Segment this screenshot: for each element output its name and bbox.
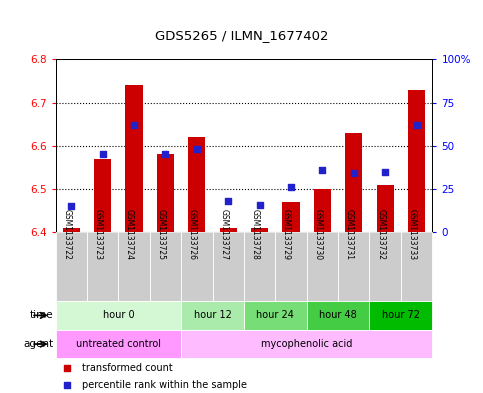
Bar [401,232,432,301]
Point [343,303,351,310]
Bar [181,232,213,301]
Text: GSM1133731: GSM1133731 [345,209,354,260]
Text: GSM1133726: GSM1133726 [188,209,197,260]
Text: time: time [29,310,53,320]
Bar [150,232,181,301]
Text: agent: agent [23,339,53,349]
Bar [307,232,338,301]
Bar [244,232,275,301]
Bar [307,301,369,330]
Point [224,198,232,204]
Text: percentile rank within the sample: percentile rank within the sample [82,380,247,390]
Point [130,122,138,128]
Point [412,122,420,128]
Bar [244,301,307,330]
Point [319,167,327,173]
Bar [56,330,181,358]
Point [350,170,357,176]
Text: GSM1133727: GSM1133727 [219,209,228,260]
Point [161,151,170,158]
Text: GSM1133732: GSM1133732 [376,209,385,260]
Text: GSM1133728: GSM1133728 [251,209,260,260]
Point [193,146,201,152]
Text: transformed count: transformed count [82,363,172,373]
Bar [283,202,299,232]
Text: hour 0: hour 0 [102,310,134,320]
Bar [126,85,142,232]
Text: GSM1133724: GSM1133724 [125,209,134,260]
Point [343,146,351,152]
Bar [251,228,268,232]
Bar [181,301,244,330]
Point [382,169,389,175]
Text: untreated control: untreated control [76,339,161,349]
Point [256,202,264,208]
Text: hour 72: hour 72 [382,310,420,320]
Bar [369,301,432,330]
Text: mycophenolic acid: mycophenolic acid [261,339,353,349]
Text: GSM1133725: GSM1133725 [156,209,165,260]
Bar [94,159,111,232]
Bar [220,228,237,232]
Point [68,203,75,209]
Point [99,151,107,158]
Bar [213,232,244,301]
Text: hour 48: hour 48 [319,310,357,320]
Bar [157,154,174,232]
Bar [338,232,369,301]
Bar [56,301,181,330]
Bar [87,232,118,301]
Bar [408,90,425,232]
Bar [275,232,307,301]
Text: GSM1133723: GSM1133723 [94,209,103,260]
Text: GDS5265 / ILMN_1677402: GDS5265 / ILMN_1677402 [155,29,328,42]
Bar [377,185,394,232]
Bar [181,330,432,358]
Text: GSM1133733: GSM1133733 [408,209,416,260]
Bar [56,232,87,301]
Text: GSM1133722: GSM1133722 [62,209,71,260]
Text: hour 24: hour 24 [256,310,294,320]
Text: GSM1133730: GSM1133730 [313,209,323,260]
Text: GSM1133729: GSM1133729 [282,209,291,260]
Point [287,184,295,191]
Bar [63,228,80,232]
Bar [345,133,362,232]
Bar [188,137,205,232]
Bar [118,232,150,301]
Bar [369,232,401,301]
Bar [314,189,331,232]
Text: hour 12: hour 12 [194,310,231,320]
